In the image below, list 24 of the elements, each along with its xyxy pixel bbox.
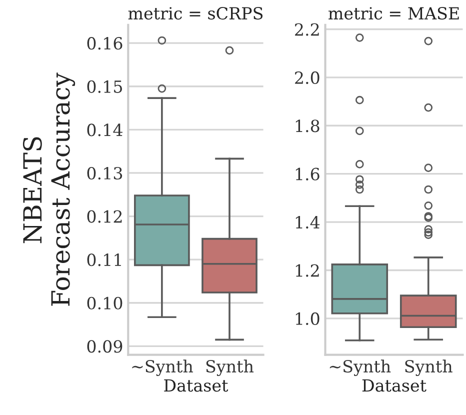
y-tick-label: 0.13 <box>87 166 122 180</box>
y-axis-title: NBEATS Forecast Accuracy <box>22 72 76 306</box>
y-tick-label: 0.10 <box>87 296 122 310</box>
x-tick-label: ~Synth <box>330 360 391 376</box>
x-tick-label: Synth <box>206 360 254 376</box>
y-tick-label: 0.12 <box>87 210 122 223</box>
x-tick-label: Synth <box>405 360 452 376</box>
y-tick-label: 0.11 <box>87 254 121 266</box>
y-tick-label: 1.4 <box>296 216 320 229</box>
x-axis-title: Dataset <box>362 379 426 392</box>
y-tick-label: 0.15 <box>87 80 122 93</box>
chart-title: metric = sCRPS <box>128 6 263 20</box>
y-tick-label: 1.8 <box>296 120 320 132</box>
y-tick-label: 0.16 <box>87 37 122 50</box>
y-tick-label: 0.09 <box>87 340 122 353</box>
y-tick-label: 0.14 <box>87 124 122 136</box>
y-tick-label: 2.2 <box>295 23 319 36</box>
y-tick-label: 1.2 <box>296 264 319 277</box>
y-tick-label: 1.6 <box>296 168 320 180</box>
y-tick-label: 1.0 <box>296 312 320 326</box>
y-tick-label: 2.0 <box>295 71 320 84</box>
x-tick-label: ~Synth <box>132 360 193 376</box>
chart-title: metric = MASE <box>328 6 459 20</box>
x-axis-title: Dataset <box>164 379 228 392</box>
